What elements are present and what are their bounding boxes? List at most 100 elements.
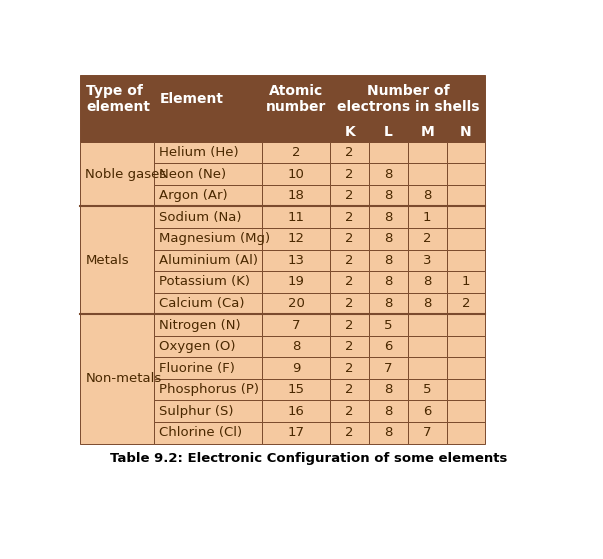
Bar [154,163,262,185]
Text: 8: 8 [423,297,431,310]
Text: 2: 2 [346,254,354,267]
Text: 8: 8 [384,233,393,245]
Text: 5: 5 [423,383,432,396]
Bar [154,293,262,314]
Text: L: L [384,125,393,139]
Bar [447,336,485,357]
Bar [330,336,369,357]
Text: N: N [460,125,472,139]
Bar [262,75,330,122]
Text: 8: 8 [384,254,393,267]
Text: Nitrogen (N): Nitrogen (N) [159,319,241,331]
Bar [447,357,485,379]
Text: 2: 2 [346,405,354,418]
Text: 8: 8 [384,276,393,288]
Bar [408,249,447,271]
Bar [262,206,330,228]
Text: Table 9.2: Electronic Configuration of some elements: Table 9.2: Electronic Configuration of s… [110,452,508,465]
Bar [330,271,369,293]
Text: 2: 2 [346,146,354,159]
Bar [330,75,485,122]
Bar [447,314,485,336]
Text: 8: 8 [384,211,393,224]
Bar [447,163,485,185]
Bar [330,163,369,185]
Bar [408,293,447,314]
Text: Non-metals: Non-metals [86,372,162,385]
Text: 7: 7 [292,319,300,331]
Bar [447,271,485,293]
Bar [262,163,330,185]
Text: 16: 16 [288,405,305,418]
Bar [262,357,330,379]
Bar [330,206,369,228]
Bar [330,293,369,314]
Bar [369,228,408,249]
Bar [408,314,447,336]
Bar [447,293,485,314]
Bar [447,142,485,163]
Bar [369,357,408,379]
Bar [330,228,369,249]
Bar [80,75,154,122]
Text: Argon (Ar): Argon (Ar) [159,189,228,202]
Text: K: K [344,125,355,139]
Bar [369,185,408,206]
Text: Sodium (Na): Sodium (Na) [159,211,242,224]
Text: 6: 6 [423,405,431,418]
Text: 3: 3 [423,254,432,267]
Bar [447,206,485,228]
Text: 10: 10 [288,168,305,181]
Bar [262,336,330,357]
Bar [154,206,262,228]
Bar [408,357,447,379]
Bar [262,400,330,422]
Text: 2: 2 [292,146,300,159]
Bar [154,249,262,271]
Bar [262,314,330,336]
Bar [262,142,330,163]
Text: Number of
electrons in shells: Number of electrons in shells [336,83,479,113]
Bar [408,271,447,293]
Text: Helium (He): Helium (He) [159,146,239,159]
Bar [80,206,154,314]
Bar [408,400,447,422]
Text: 5: 5 [384,319,393,331]
Bar [154,185,262,206]
Text: Calcium (Ca): Calcium (Ca) [159,297,245,310]
Bar [154,228,262,249]
Bar [408,379,447,400]
Bar [408,336,447,357]
Text: 19: 19 [288,276,305,288]
Bar [154,122,262,142]
Text: 7: 7 [384,362,393,375]
Bar [262,249,330,271]
Text: 2: 2 [346,211,354,224]
Bar [369,249,408,271]
Text: Fluorine (F): Fluorine (F) [159,362,235,375]
Text: 2: 2 [346,427,354,439]
Text: 2: 2 [346,233,354,245]
Text: 20: 20 [288,297,305,310]
Bar [369,271,408,293]
Text: 8: 8 [292,340,300,353]
Text: 6: 6 [384,340,393,353]
Text: 12: 12 [288,233,305,245]
Text: 1: 1 [423,211,432,224]
Text: 2: 2 [346,383,354,396]
Bar [408,228,447,249]
Bar [154,379,262,400]
Text: Neon (Ne): Neon (Ne) [159,168,226,181]
Bar [154,271,262,293]
Text: 17: 17 [288,427,305,439]
Bar [80,122,154,142]
Bar [369,422,408,444]
Bar [330,357,369,379]
Text: 8: 8 [384,297,393,310]
Bar [408,185,447,206]
Text: Sulphur (S): Sulphur (S) [159,405,233,418]
Bar [447,422,485,444]
Text: Element: Element [160,92,224,106]
Text: 8: 8 [384,189,393,202]
Bar [447,400,485,422]
